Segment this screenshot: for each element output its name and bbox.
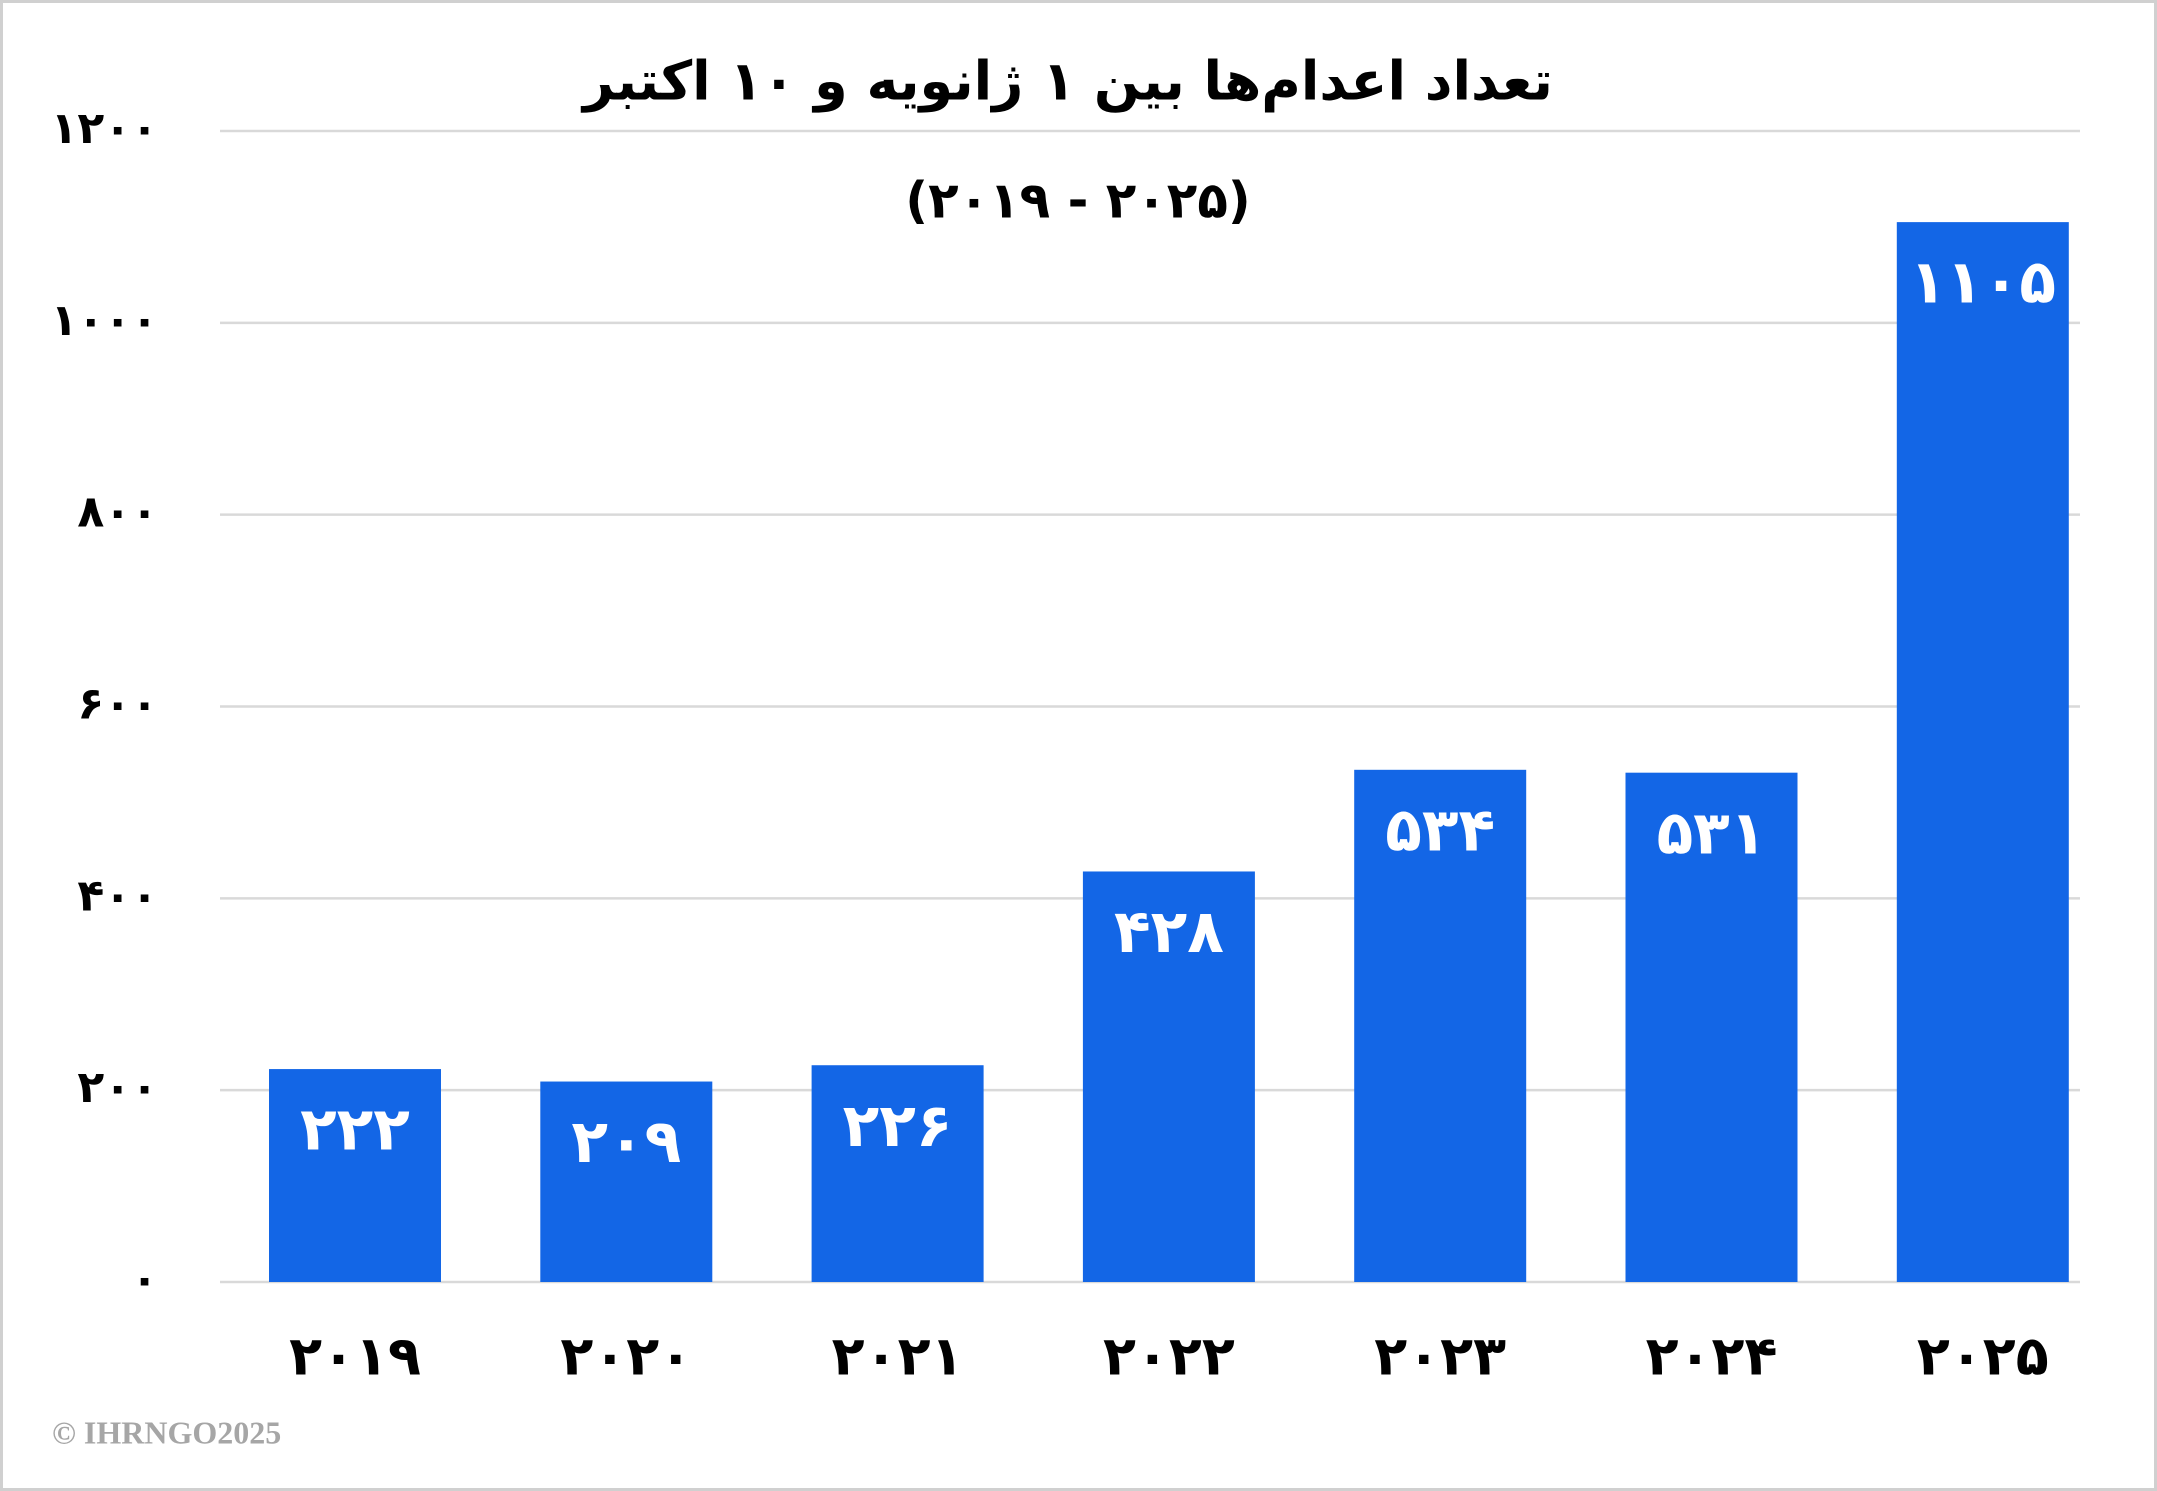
y-tick-label: ۲۰۰ (77, 1062, 158, 1113)
bar (540, 1081, 713, 1282)
value-label: ۵۳۴ (1385, 795, 1495, 865)
x-tick-label: ۲۰۲۰ (560, 1325, 692, 1388)
bar (1354, 769, 1527, 1282)
value-label: ۴۲۸ (1114, 897, 1224, 967)
value-label: ۱۱۰۵ (1910, 248, 2056, 318)
y-tick-label: ۶۰۰ (77, 679, 158, 730)
bar (269, 1069, 441, 1282)
x-tick-label: ۲۰۲۵ (1917, 1325, 2049, 1388)
y-tick-label: ۱۰۰۰ (51, 295, 158, 346)
chart-title: تعداد اعدام‌ها بین ۱ ژانویه و ۱۰ اکتبر (580, 50, 1553, 113)
x-tick-label: ۲۰۱۹ (289, 1325, 421, 1388)
x-tick-label: ۲۰۲۱ (832, 1325, 964, 1388)
bar (1625, 772, 1798, 1282)
value-label: ۲۲۲ (300, 1095, 410, 1165)
value-label: ۵۳۱ (1657, 798, 1767, 868)
x-tick-label: ۲۰۲۴ (1646, 1325, 1778, 1388)
y-tick-label: ۸۰۰ (77, 487, 158, 538)
bar (1896, 222, 2069, 1282)
x-tick-label: ۲۰۲۳ (1374, 1325, 1506, 1388)
chart-subtitle: (۲۰۱۹ - ۲۰۲۵) (905, 172, 1250, 230)
value-label: ۲۲۶ (843, 1091, 953, 1161)
x-tick-label: ۲۰۲۲ (1103, 1325, 1235, 1388)
value-label: ۲۰۹ (571, 1107, 681, 1177)
y-tick-label: ۴۰۰ (77, 870, 158, 921)
bar (811, 1065, 984, 1282)
y-tick-label: ۰ (131, 1254, 158, 1305)
y-tick-label: ۱۲۰۰ (51, 103, 158, 154)
bar (1082, 871, 1255, 1282)
footer: © IHRNGO2025 (52, 1414, 281, 1450)
